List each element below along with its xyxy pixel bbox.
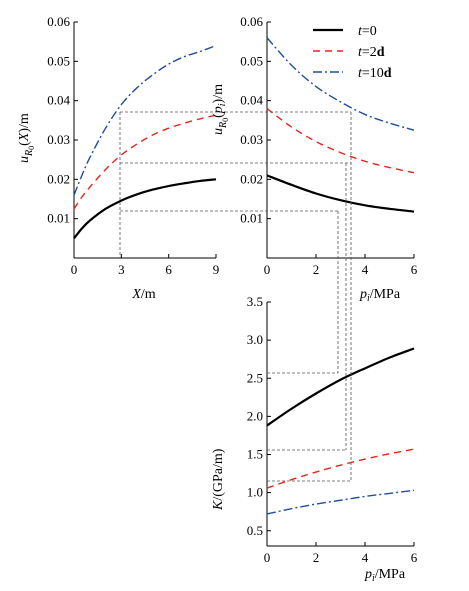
panel-c-lines	[266, 347, 415, 515]
panel-b-lines	[266, 37, 415, 213]
panel-top-right: 0 2 4 6 0.01 0.02 0.03 0.04 0.05 0.06 pi/MPa uR0(…	[211, 14, 418, 304]
y-tick-label: 0.05	[240, 53, 263, 68]
x-tick-label: 2	[313, 262, 320, 277]
series-line-t10d	[266, 489, 415, 515]
legend-label-t10d: t=10d	[358, 66, 392, 81]
y-tick-label: 1.0	[247, 485, 263, 500]
y-tick-label: 0.06	[47, 14, 70, 29]
legend-item-t10d: t=10d	[313, 66, 392, 81]
series-line-t2d	[266, 448, 415, 489]
legend-label-t0: t=0	[358, 24, 377, 39]
y-tick-label: 3.0	[247, 332, 263, 347]
x-tick-label: 6	[411, 550, 418, 565]
panel-c-x-label: pi/MPa	[364, 567, 406, 584]
x-tick-label: 4	[362, 550, 369, 565]
y-tick-label: 2.5	[247, 370, 263, 385]
y-tick-label: 3.5	[247, 294, 263, 309]
x-tick-label: 6	[165, 262, 172, 277]
projection-guides	[119, 111, 352, 482]
panel-a-ticks: 0 3 6 9 0.01 0.02 0.03 0.04 0.05 0.06	[47, 14, 219, 277]
x-tick-label: 2	[313, 550, 320, 565]
y-tick-label: 0.05	[47, 53, 70, 68]
panel-c-ticks: 0 2 4 6 0.5 1.0 1.5 2.0 2.5 3.0 3.5	[247, 294, 418, 565]
x-tick-label: 0	[264, 550, 271, 565]
series-line-t0	[73, 178, 217, 240]
y-tick-label: 0.5	[247, 523, 263, 538]
y-tick-label: 0.02	[240, 171, 263, 186]
panel-a-lines	[73, 44, 217, 240]
series-line-t10d	[73, 44, 217, 196]
y-tick-label: 0.04	[47, 93, 70, 108]
panel-b-ticks: 0 2 4 6 0.01 0.02 0.03 0.04 0.05 0.06	[240, 14, 418, 277]
panel-b-y-label: uR0(pi)/m	[211, 84, 230, 135]
x-tick-label: 9	[213, 262, 220, 277]
series-line-t2d	[266, 107, 415, 174]
series-line-t10d	[266, 37, 415, 131]
panel-top-left: 0 3 6 9 0.01 0.02 0.03 0.04 0.05 0.06 X/m uR0(X)/…	[17, 14, 219, 302]
y-tick-label: 0.01	[240, 211, 263, 226]
panel-bottom: 0 2 4 6 0.5 1.0 1.5 2.0 2.5 3.0 3.5 pi/MPa K/(GPa/…	[211, 294, 418, 584]
x-tick-label: 0	[71, 262, 78, 277]
panel-a-y-label: uR0(X)/m	[17, 113, 36, 163]
series-line-t0	[266, 174, 415, 213]
x-tick-label: 3	[118, 262, 125, 277]
panel-b-x-label: pi/MPa	[359, 287, 401, 304]
series-line-t2d	[73, 114, 217, 210]
legend-item-t0: t=0	[313, 24, 377, 39]
x-tick-label: 4	[362, 262, 369, 277]
y-tick-label: 1.5	[247, 447, 263, 462]
y-tick-label: 0.03	[240, 132, 263, 147]
y-tick-label: 0.06	[240, 14, 263, 29]
legend-label-t2d: t=2d	[358, 45, 385, 60]
panel-a-x-label: X/m	[131, 287, 155, 302]
panel-c-y-label: K/(GPa/m)	[211, 448, 226, 511]
x-tick-label: 0	[264, 262, 271, 277]
series-line-t0	[266, 347, 415, 427]
legend: t=0 t=2d t=10d	[313, 24, 392, 81]
y-tick-label: 0.04	[240, 93, 263, 108]
y-tick-label: 2.0	[247, 408, 263, 423]
y-tick-label: 0.01	[47, 211, 70, 226]
x-tick-label: 6	[411, 262, 418, 277]
legend-item-t2d: t=2d	[313, 45, 385, 60]
y-tick-label: 0.02	[47, 171, 70, 186]
y-tick-label: 0.03	[47, 132, 70, 147]
